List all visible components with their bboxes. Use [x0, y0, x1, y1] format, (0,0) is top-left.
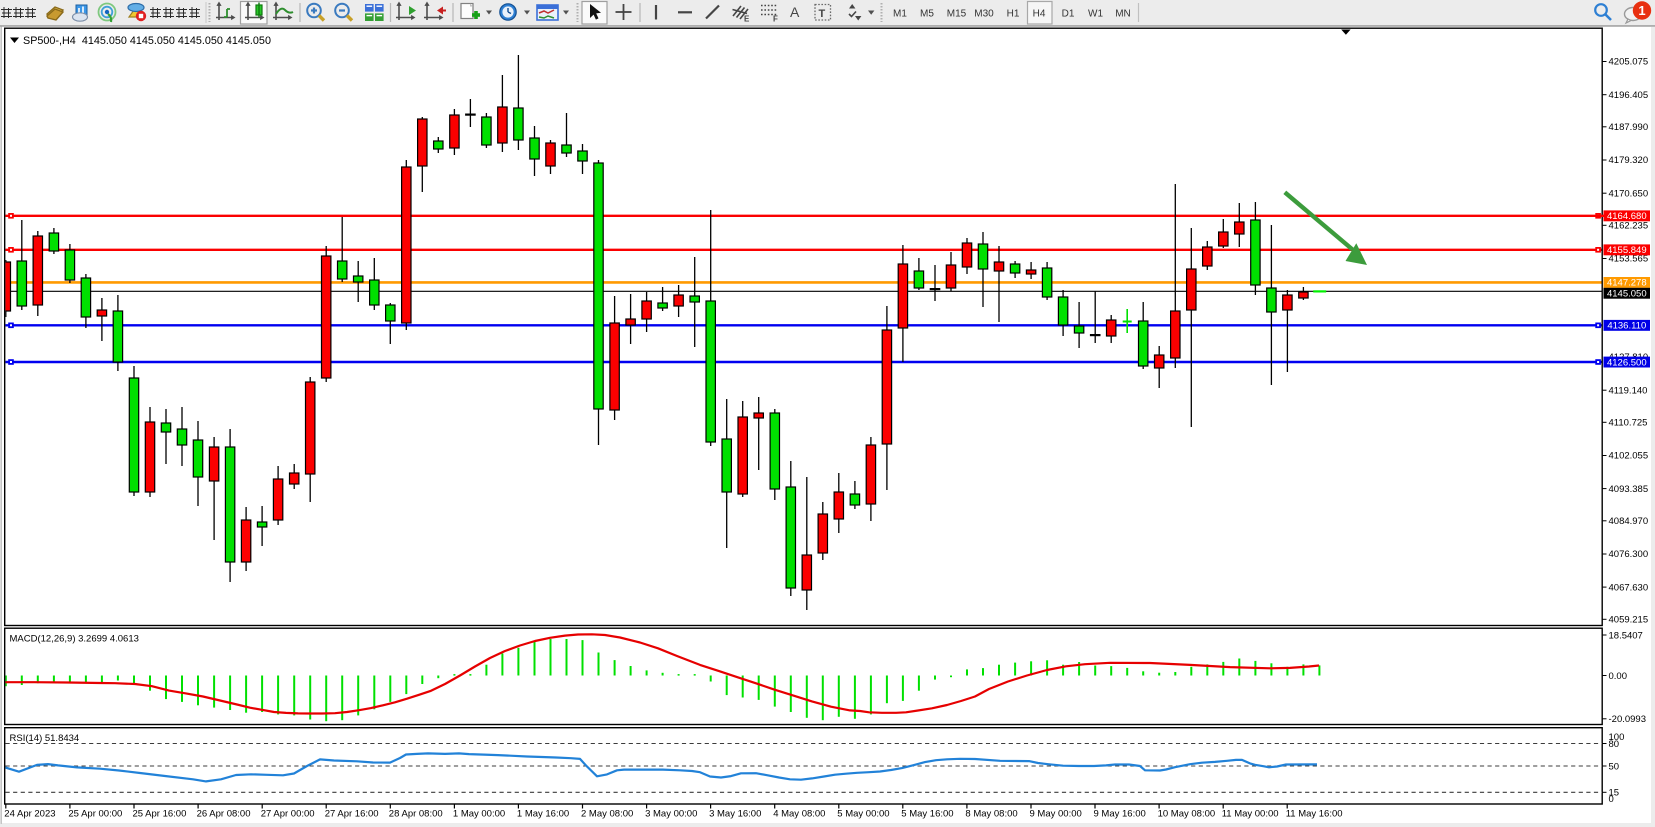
svg-text:4110.725: 4110.725 [1609, 418, 1648, 429]
svg-text:MACD(12,26,9) 3.2699 4.0613: MACD(12,26,9) 3.2699 4.0613 [10, 634, 139, 645]
svg-text:M5: M5 [920, 9, 934, 20]
svg-text:4205.075: 4205.075 [1609, 57, 1649, 68]
svg-text:28 Apr 08:00: 28 Apr 08:00 [389, 809, 443, 820]
svg-text:80: 80 [1609, 739, 1620, 750]
svg-text:-20.0993: -20.0993 [1609, 714, 1647, 725]
svg-text:F: F [773, 15, 778, 24]
svg-text:4155.849: 4155.849 [1607, 245, 1647, 256]
svg-text:4136.110: 4136.110 [1607, 321, 1646, 332]
svg-text:3 May 00:00: 3 May 00:00 [645, 809, 697, 820]
svg-text:4196.405: 4196.405 [1609, 90, 1649, 101]
svg-text:25 Apr 16:00: 25 Apr 16:00 [133, 809, 187, 820]
svg-text:E: E [744, 15, 750, 24]
svg-text:M30: M30 [974, 9, 994, 20]
svg-text:10 May 08:00: 10 May 08:00 [1158, 809, 1216, 820]
svg-text:M15: M15 [947, 9, 967, 20]
svg-text:T: T [819, 8, 826, 20]
svg-text:4187.990: 4187.990 [1609, 122, 1649, 133]
svg-text:4162.235: 4162.235 [1609, 221, 1649, 232]
svg-text:18.5407: 18.5407 [1609, 630, 1643, 641]
svg-text:3 May 16:00: 3 May 16:00 [709, 809, 761, 820]
svg-text:5 May 00:00: 5 May 00:00 [837, 809, 889, 820]
svg-text:4164.680: 4164.680 [1607, 211, 1647, 222]
svg-text:9 May 00:00: 9 May 00:00 [1030, 809, 1082, 820]
svg-text:W1: W1 [1088, 9, 1103, 20]
svg-text:4145.050: 4145.050 [1607, 289, 1647, 300]
svg-text:4102.055: 4102.055 [1609, 451, 1649, 462]
svg-text:4119.140: 4119.140 [1609, 385, 1648, 396]
svg-text:4093.385: 4093.385 [1609, 484, 1649, 495]
svg-text:4147.278: 4147.278 [1607, 278, 1647, 289]
svg-text:4059.215: 4059.215 [1609, 615, 1649, 626]
svg-text:4 May 08:00: 4 May 08:00 [773, 809, 825, 820]
svg-text:4126.500: 4126.500 [1607, 357, 1647, 368]
svg-text:1 May 00:00: 1 May 00:00 [453, 809, 505, 820]
svg-text:H4: H4 [1033, 9, 1046, 20]
svg-text:SP500-,H4 4145.050 4145.050 4: SP500-,H4 4145.050 4145.050 4145.050 414… [23, 35, 271, 47]
svg-text:4084.970: 4084.970 [1609, 516, 1649, 527]
svg-text:D1: D1 [1062, 9, 1075, 20]
svg-text:4076.300: 4076.300 [1609, 549, 1649, 560]
svg-text:0.00: 0.00 [1609, 671, 1628, 682]
svg-text:100: 100 [1609, 732, 1625, 743]
svg-text:0: 0 [1609, 794, 1614, 805]
svg-text:50: 50 [1609, 761, 1620, 772]
svg-text:27 Apr 00:00: 27 Apr 00:00 [261, 809, 315, 820]
svg-text:27 Apr 16:00: 27 Apr 16:00 [325, 809, 379, 820]
svg-text:4067.630: 4067.630 [1609, 582, 1649, 593]
svg-text:15: 15 [1609, 788, 1620, 799]
svg-text:4153.565: 4153.565 [1609, 254, 1649, 265]
svg-text:5 May 16:00: 5 May 16:00 [901, 809, 953, 820]
svg-text:2 May 08:00: 2 May 08:00 [581, 809, 633, 820]
svg-text:24 Apr 2023: 24 Apr 2023 [4, 809, 55, 820]
svg-text:4179.320: 4179.320 [1609, 155, 1649, 166]
svg-text:1 May 16:00: 1 May 16:00 [517, 809, 569, 820]
svg-text:A: A [790, 4, 800, 20]
svg-text:11 May 00:00: 11 May 00:00 [1222, 809, 1279, 820]
svg-text:RSI(14) 51.8434: RSI(14) 51.8434 [10, 733, 80, 744]
svg-text:26 Apr 08:00: 26 Apr 08:00 [197, 809, 251, 820]
svg-text:H1: H1 [1007, 9, 1020, 20]
svg-text:9 May 16:00: 9 May 16:00 [1094, 809, 1146, 820]
svg-text:25 Apr 00:00: 25 Apr 00:00 [68, 809, 122, 820]
svg-text:11 May 16:00: 11 May 16:00 [1286, 809, 1343, 820]
svg-text:1: 1 [1638, 3, 1645, 18]
svg-text:4170.650: 4170.650 [1609, 188, 1649, 199]
svg-text:MN: MN [1115, 9, 1131, 20]
svg-text:M1: M1 [893, 9, 907, 20]
svg-text:8 May 08:00: 8 May 08:00 [965, 809, 1017, 820]
